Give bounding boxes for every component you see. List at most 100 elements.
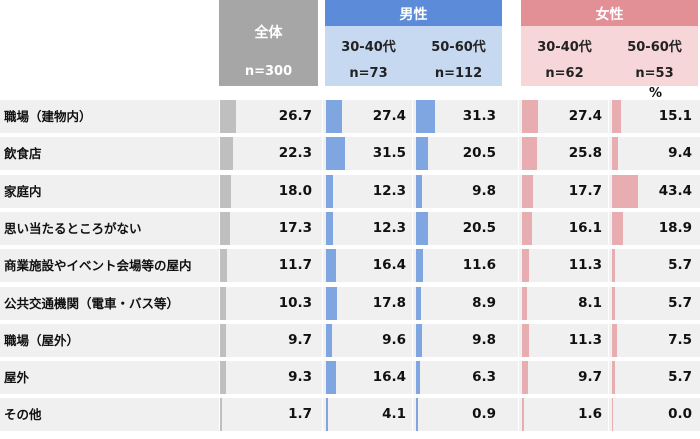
bar bbox=[326, 398, 329, 432]
female-col-n: n=53 bbox=[635, 66, 674, 81]
column-divider bbox=[412, 100, 413, 435]
row-label: 屋外 bbox=[4, 370, 30, 386]
male-col-label: 50-60代 bbox=[431, 40, 486, 55]
row-label: 公共交通機関（電車・バス等） bbox=[4, 295, 180, 311]
male-header-band bbox=[325, 0, 502, 26]
bar bbox=[416, 211, 429, 245]
value-label: 11.3 bbox=[568, 331, 602, 348]
row-label: 商業施設やイベント会場等の屋内 bbox=[4, 258, 192, 274]
value-label: 27.4 bbox=[372, 108, 406, 124]
value-label: 31.5 bbox=[372, 145, 406, 162]
bar bbox=[612, 100, 622, 133]
male-col-label: 30-40代 bbox=[341, 40, 396, 55]
bar bbox=[416, 249, 423, 283]
overall-title: 全体 bbox=[254, 25, 283, 41]
table-row bbox=[0, 211, 700, 245]
value-label: 15.1 bbox=[658, 108, 692, 124]
value-label: 9.7 bbox=[578, 369, 602, 386]
value-label: 10.3 bbox=[278, 294, 312, 311]
bar bbox=[522, 249, 529, 283]
value-label: 31.3 bbox=[462, 108, 496, 124]
female-title: 女性 bbox=[595, 7, 624, 23]
value-label: 9.4 bbox=[668, 145, 692, 162]
overall-header bbox=[219, 0, 318, 86]
value-label: 9.8 bbox=[472, 331, 496, 348]
value-label: 0.9 bbox=[472, 406, 496, 423]
bar bbox=[416, 361, 420, 395]
value-label: 16.1 bbox=[568, 219, 602, 236]
bar bbox=[326, 100, 343, 133]
value-label: 1.6 bbox=[578, 406, 602, 423]
bar bbox=[522, 211, 532, 245]
bar bbox=[522, 398, 524, 432]
bar bbox=[220, 137, 234, 171]
value-label: 9.6 bbox=[382, 331, 406, 348]
value-label: 5.7 bbox=[668, 257, 692, 274]
bar bbox=[612, 211, 624, 245]
value-label: 17.7 bbox=[568, 182, 602, 199]
value-label: 4.1 bbox=[382, 406, 406, 423]
row-label: 家庭内 bbox=[4, 183, 42, 199]
bar bbox=[220, 174, 231, 208]
bar bbox=[220, 249, 228, 283]
value-label: 25.8 bbox=[568, 145, 602, 162]
table-row bbox=[0, 361, 700, 395]
table-row bbox=[0, 398, 700, 432]
bar bbox=[522, 174, 533, 208]
value-label: 0.0 bbox=[668, 406, 692, 423]
value-label: 22.3 bbox=[278, 145, 312, 162]
value-label: 26.7 bbox=[278, 108, 312, 124]
overall-n: n=300 bbox=[244, 64, 293, 79]
value-label: 5.7 bbox=[668, 294, 692, 311]
bar bbox=[326, 211, 334, 245]
value-label: 17.8 bbox=[372, 294, 406, 311]
bar bbox=[220, 211, 231, 245]
value-label: 12.3 bbox=[372, 182, 406, 199]
value-label: 16.4 bbox=[372, 257, 406, 274]
value-label: 6.3 bbox=[472, 369, 496, 386]
bar bbox=[522, 286, 527, 320]
female-col-n: n=62 bbox=[545, 66, 584, 81]
bar bbox=[522, 361, 528, 395]
bar bbox=[612, 323, 617, 357]
value-label: 12.3 bbox=[372, 219, 406, 236]
bar bbox=[612, 137, 618, 171]
unit-label: % bbox=[649, 86, 663, 101]
value-label: 18.0 bbox=[278, 182, 312, 199]
table-row bbox=[0, 100, 700, 133]
table-row bbox=[0, 286, 700, 320]
bar bbox=[220, 323, 226, 357]
female-col-label: 30-40代 bbox=[537, 40, 592, 55]
bar bbox=[416, 137, 429, 171]
table-row bbox=[0, 323, 700, 357]
value-label: 9.3 bbox=[288, 369, 312, 386]
bar bbox=[416, 100, 435, 133]
value-label: 11.6 bbox=[462, 257, 496, 274]
value-label: 20.5 bbox=[462, 145, 496, 162]
bar bbox=[612, 361, 616, 395]
value-label: 5.7 bbox=[668, 369, 692, 386]
column-divider bbox=[322, 100, 323, 435]
bar bbox=[522, 100, 539, 133]
table-row bbox=[0, 137, 700, 171]
bar bbox=[326, 174, 334, 208]
bar bbox=[326, 323, 332, 357]
bar bbox=[416, 323, 422, 357]
bar bbox=[416, 174, 422, 208]
bar bbox=[326, 361, 336, 395]
bar bbox=[612, 174, 639, 208]
bar bbox=[522, 323, 529, 357]
bar bbox=[522, 137, 538, 171]
row-label: 職場（屋外） bbox=[4, 332, 80, 348]
male-col-n: n=73 bbox=[349, 66, 388, 81]
column-divider bbox=[518, 100, 519, 435]
bar bbox=[416, 398, 418, 432]
bar bbox=[220, 398, 222, 432]
bar bbox=[326, 249, 336, 283]
value-label: 27.4 bbox=[568, 108, 602, 124]
value-label: 16.4 bbox=[372, 369, 406, 386]
row-label: 思い当たるところがない bbox=[4, 220, 142, 236]
female-header-band bbox=[521, 0, 698, 26]
female-col-label: 50-60代 bbox=[627, 40, 682, 55]
value-label: 9.8 bbox=[472, 182, 496, 199]
